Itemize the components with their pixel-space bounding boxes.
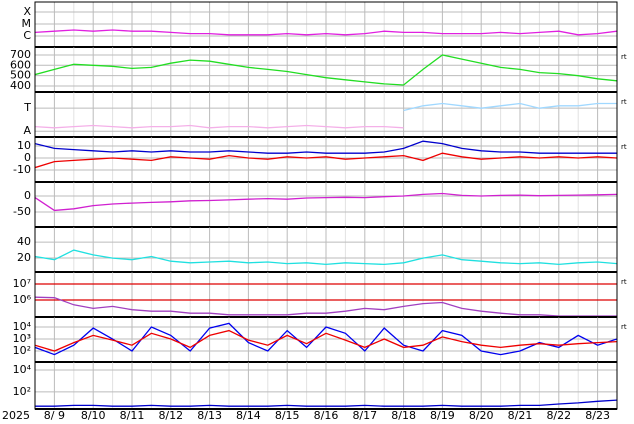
y-tick-label: M [22, 17, 32, 30]
right-label: rt [621, 143, 627, 151]
y-tick-label: 700 [10, 48, 31, 61]
x-tick-label: 8/18 [391, 409, 416, 422]
x-tick-label: 8/13 [197, 409, 222, 422]
plot-area [35, 399, 617, 407]
x-tick-label: 8/22 [546, 409, 571, 422]
plot-area [35, 29, 617, 36]
data-line [35, 192, 617, 212]
data-line [35, 124, 404, 129]
y-tick-label: 10² [13, 385, 31, 398]
y-tick-label: 0 [24, 151, 31, 164]
x-tick-label: 8/14 [236, 409, 261, 422]
y-tick-label: -10 [13, 163, 31, 176]
plot-area [35, 140, 617, 169]
x-tick-label: 8/19 [430, 409, 455, 422]
y-tick-label: 20 [17, 251, 31, 264]
data-line [35, 54, 617, 86]
x-tick-label: 8/12 [158, 409, 183, 422]
x-tick-label: 8/17 [352, 409, 377, 422]
data-line [35, 329, 617, 352]
x-tick-label: 8/15 [275, 409, 300, 422]
y-tick-label: 10² [13, 344, 31, 357]
right-label: rt [621, 278, 627, 286]
x-tick-label: 8/23 [585, 409, 610, 422]
x-tick-label: 8/11 [120, 409, 145, 422]
x-tick-label: 8/16 [314, 409, 339, 422]
year-label: 2025 [2, 409, 30, 422]
x-tick-label: 8/ 9 [44, 409, 65, 422]
y-tick-label: 10⁷ [13, 277, 31, 290]
y-tick-label: C [23, 29, 31, 42]
x-tick-label: 8/21 [508, 409, 533, 422]
y-tick-label: A [23, 124, 31, 137]
right-label: rt [621, 98, 627, 106]
x-tick-label: 8/10 [81, 409, 106, 422]
plot-area [35, 54, 617, 86]
plot-area [35, 249, 617, 266]
y-tick-label: 10 [17, 139, 31, 152]
y-tick-label: X [23, 5, 31, 18]
data-line [35, 322, 617, 356]
plot-area [35, 102, 617, 129]
plot-area [35, 322, 617, 356]
y-tick-label: 400 [10, 79, 31, 92]
data-line [35, 29, 617, 36]
plot-area [35, 192, 617, 212]
plot-area [35, 296, 617, 317]
data-line [35, 296, 617, 317]
y-tick-label: 10³ [13, 332, 31, 345]
right-label: rt [621, 53, 627, 61]
x-tick-label: 8/20 [469, 409, 494, 422]
data-line [403, 102, 617, 112]
y-tick-label: 600 [10, 58, 31, 71]
data-line [35, 249, 617, 266]
y-tick-label: 10⁴ [13, 320, 32, 333]
y-tick-label: 0 [24, 189, 31, 202]
data-line [35, 140, 617, 154]
y-tick-label: 40 [17, 235, 31, 248]
y-tick-label: -50 [13, 205, 31, 218]
right-label: rt [621, 323, 627, 331]
data-line [35, 399, 617, 407]
y-tick-label: 500 [10, 69, 31, 82]
y-tick-label: 10⁴ [13, 363, 32, 376]
y-tick-label: 10⁶ [13, 293, 32, 306]
data-line [35, 152, 617, 169]
y-tick-label: T [23, 101, 31, 114]
